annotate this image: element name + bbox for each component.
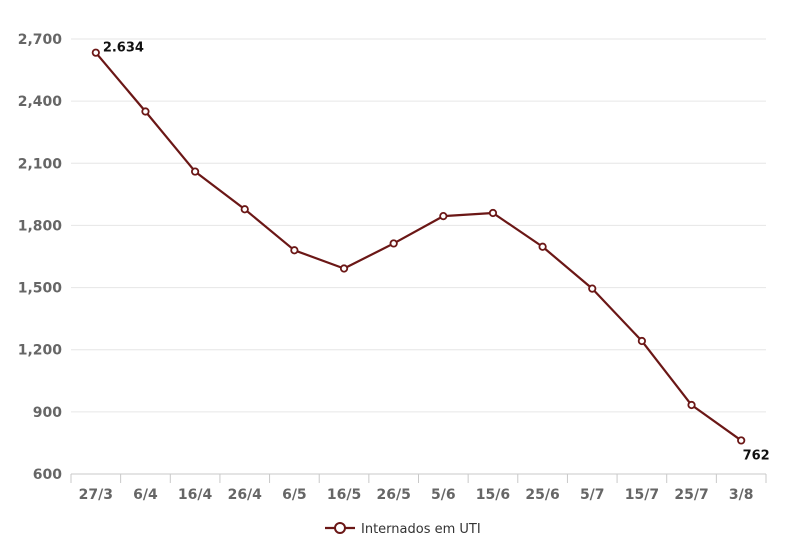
- x-tick-label: 26/5: [377, 487, 411, 503]
- data-label: 2.634: [103, 41, 144, 56]
- x-tick-label: 5/6: [431, 487, 456, 503]
- data-point[interactable]: [389, 239, 398, 248]
- x-tick-label: 6/5: [282, 487, 307, 503]
- y-tick-label: 600: [33, 467, 62, 483]
- data-point[interactable]: [339, 264, 349, 273]
- data-point[interactable]: [141, 107, 150, 116]
- y-tick-label: 2,100: [18, 156, 63, 172]
- x-tick-label: 25/7: [674, 487, 708, 503]
- y-tick-label: 2,400: [18, 94, 63, 110]
- x-tick-label: 16/5: [327, 487, 361, 503]
- x-tick-label: 27/3: [79, 487, 113, 503]
- data-point[interactable]: [91, 48, 100, 57]
- x-tick-label: 15/7: [625, 487, 659, 503]
- data-point[interactable]: [737, 436, 746, 445]
- x-tick-label: 3/8: [729, 487, 754, 503]
- y-axis: 600 900 1,200 1,500 1,800 2,100 2,400 2,700: [18, 32, 63, 483]
- series-layer: [91, 48, 746, 445]
- x-tick-label: 26/4: [228, 487, 263, 503]
- data-point[interactable]: [439, 212, 448, 221]
- y-tick-label: 1,500: [18, 281, 63, 297]
- x-tick-label: 16/4: [178, 487, 213, 503]
- series-line: [94, 51, 742, 442]
- x-tick-label: 15/6: [476, 487, 510, 503]
- data-point[interactable]: [538, 242, 547, 251]
- y-tick-label: 900: [33, 405, 62, 421]
- data-labels: 2.634 762: [103, 41, 770, 464]
- data-point[interactable]: [191, 167, 200, 176]
- y-tick-label: 1,200: [18, 343, 63, 359]
- data-point[interactable]: [637, 336, 646, 346]
- data-point[interactable]: [588, 284, 597, 293]
- y-tick-label: 1,800: [18, 218, 63, 234]
- x-tick-label: 6/4: [133, 487, 158, 503]
- x-tick-label: 25/6: [525, 487, 559, 503]
- y-tick-label: 2,700: [18, 32, 63, 48]
- legend-label[interactable]: Internados em UTI: [361, 522, 481, 537]
- x-axis: 27/3 6/4 16/4 26/4 6/5 16/5 26/5 5/6 15/6 25/6 5/7…: [70, 473, 767, 503]
- data-point[interactable]: [488, 208, 498, 218]
- data-point[interactable]: [240, 205, 249, 214]
- x-tick-label: 5/7: [580, 487, 605, 503]
- data-point[interactable]: [687, 400, 696, 410]
- data-label: 762: [743, 448, 770, 463]
- data-point[interactable]: [290, 246, 299, 255]
- grid-layer: [71, 38, 766, 413]
- legend[interactable]: Internados em UTI: [325, 522, 481, 537]
- legend-marker-icon: [334, 522, 346, 534]
